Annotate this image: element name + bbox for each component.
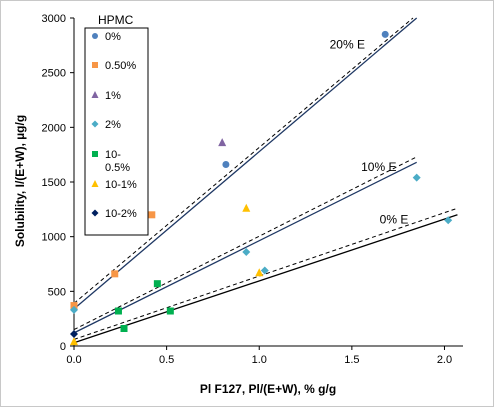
legend: HPMC 0% 0.50% 1% 2% 10-0.5% 10-1% 10-2%: [84, 13, 149, 236]
data-point: [260, 266, 269, 275]
legend-label: 10-0.5%: [105, 149, 130, 174]
trendline-dashed: [73, 156, 417, 331]
x-tick-label: 1.5: [344, 354, 359, 366]
data-point: [255, 268, 264, 277]
data-point: [444, 216, 453, 225]
trendline-solid: [73, 214, 458, 344]
legend-marker: [91, 180, 99, 187]
y-axis-label: Solubility, I/(E+W), µg/g: [13, 115, 27, 247]
data-point: [70, 302, 78, 310]
legend-marker: [91, 120, 99, 128]
legend-label: 0%: [105, 31, 121, 43]
x-tick-label: 1.0: [252, 354, 267, 366]
y-tick-label: 2500: [42, 68, 66, 80]
legend-marker: [91, 91, 99, 98]
legend-label: 0.50%: [105, 60, 136, 72]
data-point: [381, 30, 389, 38]
data-point: [218, 138, 227, 147]
axes: 0 500 1000 1500 2000 2500 3000 0.0 0.5 1.0 1.5 2.0: [42, 13, 463, 366]
data-point: [412, 173, 421, 182]
data-point: [70, 337, 78, 346]
trendline-dashed: [73, 207, 458, 340]
data-point: [70, 305, 78, 314]
data-point: [222, 161, 230, 169]
y-tick-label: 0: [60, 341, 66, 353]
y-tick-label: 500: [48, 286, 66, 298]
data-point: [166, 307, 174, 315]
trendline-label: 10% E: [361, 160, 396, 174]
data-point: [120, 325, 128, 333]
data-point: [114, 307, 122, 315]
y-tick-label: 2000: [42, 122, 66, 134]
legend-marker: [91, 209, 99, 217]
legend-marker: [92, 33, 98, 39]
data-point: [153, 280, 161, 288]
trendline-label: 0% E: [380, 213, 409, 227]
x-axis-label: Pl F127, Pl/(E+W), % g/g: [200, 382, 336, 396]
x-tick-label: 2.0: [437, 354, 452, 366]
data-point: [70, 329, 78, 338]
legend-marker: [92, 62, 98, 68]
trendline-label: 20% E: [330, 38, 365, 52]
x-tick-label: 0.0: [66, 354, 81, 366]
data-point: [242, 247, 251, 256]
y-tick-label: 1500: [42, 177, 66, 189]
x-tick-label: 0.5: [159, 354, 174, 366]
y-tick-label: 1000: [42, 232, 66, 244]
legend-label: 2%: [105, 119, 121, 131]
data-point: [111, 270, 119, 278]
legend-label: 10-1%: [105, 179, 137, 191]
legend-label: 10-2%: [105, 208, 137, 220]
legend-title: HPMC: [98, 13, 134, 27]
trendlines: 20% E 10% E 0% E: [73, 17, 458, 344]
y-tick-label: 3000: [42, 13, 66, 25]
trendline-solid: [73, 161, 417, 334]
trendline-solid: [73, 17, 418, 310]
data-point: [242, 203, 251, 212]
trendline-dashed: [73, 17, 414, 304]
data-point: [148, 211, 156, 219]
legend-label: 1%: [105, 90, 121, 102]
legend-marker: [92, 151, 98, 157]
data-points: [70, 30, 453, 346]
